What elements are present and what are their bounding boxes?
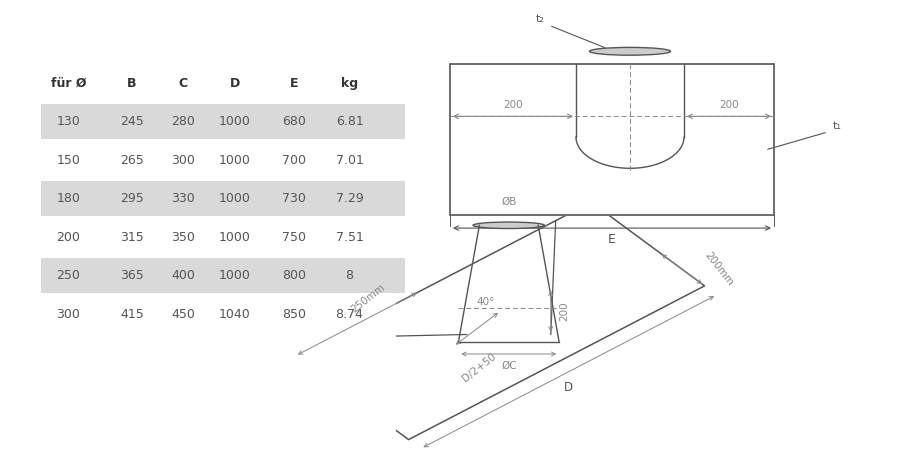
Text: 200: 200	[503, 100, 523, 110]
Text: 180: 180	[57, 192, 80, 205]
Text: 250mm: 250mm	[349, 282, 387, 315]
Text: 1000: 1000	[219, 231, 251, 243]
FancyBboxPatch shape	[40, 297, 428, 331]
Text: 8: 8	[346, 269, 354, 282]
Text: 295: 295	[120, 192, 144, 205]
Text: ØB: ØB	[501, 197, 517, 207]
Text: 450: 450	[171, 308, 195, 320]
Text: 415: 415	[120, 308, 144, 320]
FancyBboxPatch shape	[40, 220, 428, 254]
Text: C: C	[179, 77, 188, 90]
FancyBboxPatch shape	[40, 104, 428, 139]
Text: D: D	[564, 381, 573, 394]
Text: kg: kg	[341, 77, 358, 90]
Text: 680: 680	[283, 115, 306, 128]
Text: 1040: 1040	[219, 308, 250, 320]
Text: ØC: ØC	[501, 360, 517, 370]
Text: 730: 730	[283, 192, 306, 205]
FancyBboxPatch shape	[40, 258, 428, 293]
Text: 1000: 1000	[219, 115, 251, 128]
Text: 6.81: 6.81	[336, 115, 364, 128]
Text: 8.74: 8.74	[336, 308, 364, 320]
Text: 200: 200	[559, 301, 569, 321]
Text: 200: 200	[719, 100, 739, 110]
Text: 330: 330	[171, 192, 195, 205]
Text: E: E	[608, 233, 616, 246]
Text: t₂: t₂	[536, 14, 544, 24]
Text: 1000: 1000	[219, 154, 251, 166]
Text: 130: 130	[57, 115, 80, 128]
Text: 365: 365	[120, 269, 144, 282]
Text: 1000: 1000	[219, 192, 251, 205]
Text: D/2+50: D/2+50	[460, 351, 498, 384]
Text: 200: 200	[57, 231, 80, 243]
Text: 700: 700	[282, 154, 306, 166]
Text: 315: 315	[120, 231, 144, 243]
Text: 750: 750	[282, 231, 306, 243]
Text: 7.51: 7.51	[336, 231, 364, 243]
Text: 40°: 40°	[476, 297, 495, 307]
Text: 350: 350	[171, 231, 195, 243]
Text: 265: 265	[120, 154, 144, 166]
Text: t₁: t₁	[832, 121, 842, 130]
Text: 300: 300	[57, 308, 80, 320]
Ellipse shape	[473, 222, 544, 229]
Text: 7.29: 7.29	[336, 192, 364, 205]
Text: E: E	[290, 77, 299, 90]
Text: B: B	[127, 77, 137, 90]
Text: für Ø: für Ø	[50, 77, 86, 90]
FancyBboxPatch shape	[40, 181, 428, 216]
Text: 250: 250	[57, 269, 80, 282]
Text: 200mm: 200mm	[703, 250, 735, 288]
Ellipse shape	[590, 47, 670, 55]
Text: 150: 150	[57, 154, 80, 166]
Text: 850: 850	[282, 308, 306, 320]
Text: 280: 280	[171, 115, 195, 128]
Text: D: D	[230, 77, 239, 90]
Text: 300: 300	[171, 154, 195, 166]
Bar	[450, 64, 774, 215]
Text: 400: 400	[171, 269, 195, 282]
FancyBboxPatch shape	[40, 143, 428, 177]
Text: 245: 245	[120, 115, 144, 128]
Text: 800: 800	[282, 269, 306, 282]
Text: 7.01: 7.01	[336, 154, 364, 166]
Text: 1000: 1000	[219, 269, 251, 282]
